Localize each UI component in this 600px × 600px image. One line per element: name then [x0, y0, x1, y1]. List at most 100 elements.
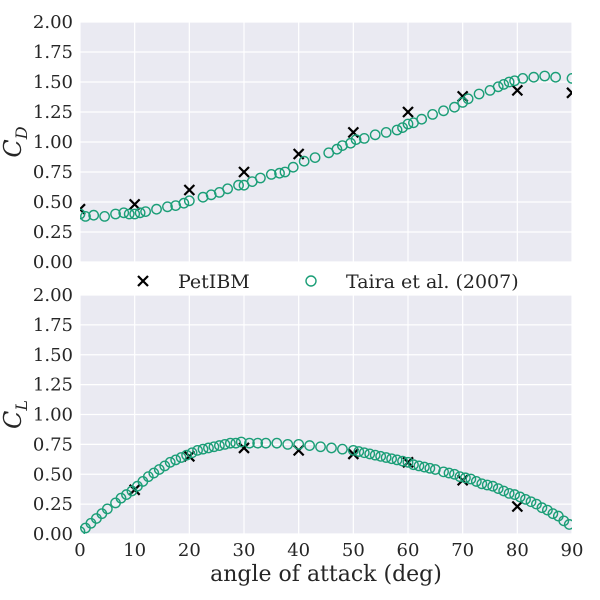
- taira-point: [459, 472, 471, 484]
- y-tick-label: 1.25: [33, 102, 73, 123]
- x-marker-stroke: [347, 448, 360, 460]
- y-tick-label: 0.75: [33, 434, 73, 455]
- taira-point: [254, 172, 266, 184]
- taira-point: [140, 206, 152, 218]
- taira-point: [438, 105, 449, 117]
- x-tick-label: 40: [287, 540, 310, 561]
- taira-point: [148, 467, 160, 479]
- taira-point: [353, 446, 365, 457]
- taira-point: [134, 207, 146, 219]
- x-tick-label: 60: [397, 540, 420, 561]
- taira-point: [88, 209, 100, 221]
- taira-point: [350, 134, 362, 146]
- taira-point: [369, 129, 381, 141]
- y-tick-label: 0.75: [33, 162, 73, 183]
- y-tick-label: 1.50: [33, 345, 73, 366]
- legend-marker-taira: [305, 275, 317, 287]
- taira-point: [416, 113, 428, 125]
- taira-point: [539, 70, 551, 82]
- y-axis-label: CD: [0, 126, 31, 157]
- taira-point: [520, 493, 531, 505]
- taira-point: [470, 476, 482, 487]
- x-tick-label: 90: [561, 540, 584, 561]
- taira-point: [213, 440, 225, 451]
- x-marker-stroke: [238, 166, 250, 178]
- taira-point: [162, 201, 173, 213]
- taira-point: [260, 437, 272, 449]
- taira-point: [347, 444, 359, 456]
- taira-point: [514, 491, 526, 503]
- x-tick-label: 20: [178, 540, 201, 561]
- y-tick-label: 1.50: [33, 72, 73, 93]
- taira-point: [473, 88, 485, 100]
- taira-point: [265, 168, 277, 180]
- taira-point: [443, 467, 455, 479]
- taira-point: [222, 183, 234, 195]
- taira-point: [326, 442, 337, 454]
- petibm-point: [183, 184, 196, 196]
- taira-point: [80, 210, 91, 222]
- taira-point: [197, 443, 209, 455]
- taira-point: [454, 471, 466, 483]
- taira-point: [550, 71, 561, 83]
- petibm-point: [511, 84, 524, 97]
- taira-point: [208, 441, 220, 453]
- taira-point: [315, 441, 326, 453]
- x-marker-stroke: [183, 184, 196, 196]
- taira-point: [244, 437, 255, 449]
- petibm-point: [128, 198, 141, 211]
- taira-point: [101, 503, 113, 515]
- taira-point: [369, 449, 381, 461]
- taira-point: [159, 460, 171, 472]
- y-tick-label: 2.00: [33, 285, 73, 306]
- x-tick-label: 50: [342, 540, 365, 561]
- y-tick-label: 2.00: [33, 12, 73, 33]
- taira-point: [397, 122, 408, 134]
- y-tick-label: 0.00: [33, 524, 73, 545]
- x-tick-label: 30: [233, 540, 256, 561]
- taira-point: [175, 452, 187, 463]
- taira-point: [449, 468, 460, 480]
- taira-point: [492, 81, 504, 93]
- taira-point: [558, 515, 570, 527]
- taira-point: [375, 450, 387, 462]
- taira-point: [80, 526, 86, 534]
- taira-point: [252, 437, 264, 449]
- x-marker-stroke: [511, 84, 524, 97]
- taira-point: [123, 208, 135, 220]
- taira-point: [345, 137, 356, 149]
- taira-point: [462, 93, 474, 105]
- taira-point: [386, 453, 397, 465]
- taira-point: [364, 448, 376, 460]
- data-points: [80, 436, 572, 534]
- taira-point: [487, 480, 499, 492]
- petibm-point: [238, 166, 250, 178]
- taira-point: [164, 456, 176, 468]
- taira-point: [503, 487, 515, 499]
- taira-point: [391, 454, 403, 466]
- taira-point: [153, 464, 165, 475]
- taira-point: [178, 197, 190, 209]
- taira-point: [531, 498, 542, 510]
- x-marker-stroke: [402, 106, 414, 118]
- taira-point: [274, 167, 285, 179]
- x-tick-label: 80: [506, 540, 529, 561]
- taira-point: [536, 502, 548, 514]
- x-marker-stroke: [128, 198, 141, 211]
- x-tick-label: 0: [74, 540, 85, 561]
- legend-marker-petibm: [137, 275, 149, 287]
- taira-point: [293, 438, 305, 450]
- taira-point: [186, 447, 198, 459]
- taira-point: [476, 478, 488, 490]
- taira-point: [397, 455, 408, 467]
- x-marker-stroke: [238, 442, 250, 454]
- y-tick-label: 0.25: [33, 494, 73, 515]
- taira-point: [358, 447, 370, 459]
- legend-label-taira: Taira et al. (2007): [346, 271, 519, 293]
- legend-label-petibm: PetIBM: [178, 271, 250, 293]
- taira-point: [481, 479, 493, 491]
- taira-point: [151, 203, 162, 215]
- x-tick-label: 70: [451, 540, 474, 561]
- y-tick-label: 1.75: [33, 42, 73, 63]
